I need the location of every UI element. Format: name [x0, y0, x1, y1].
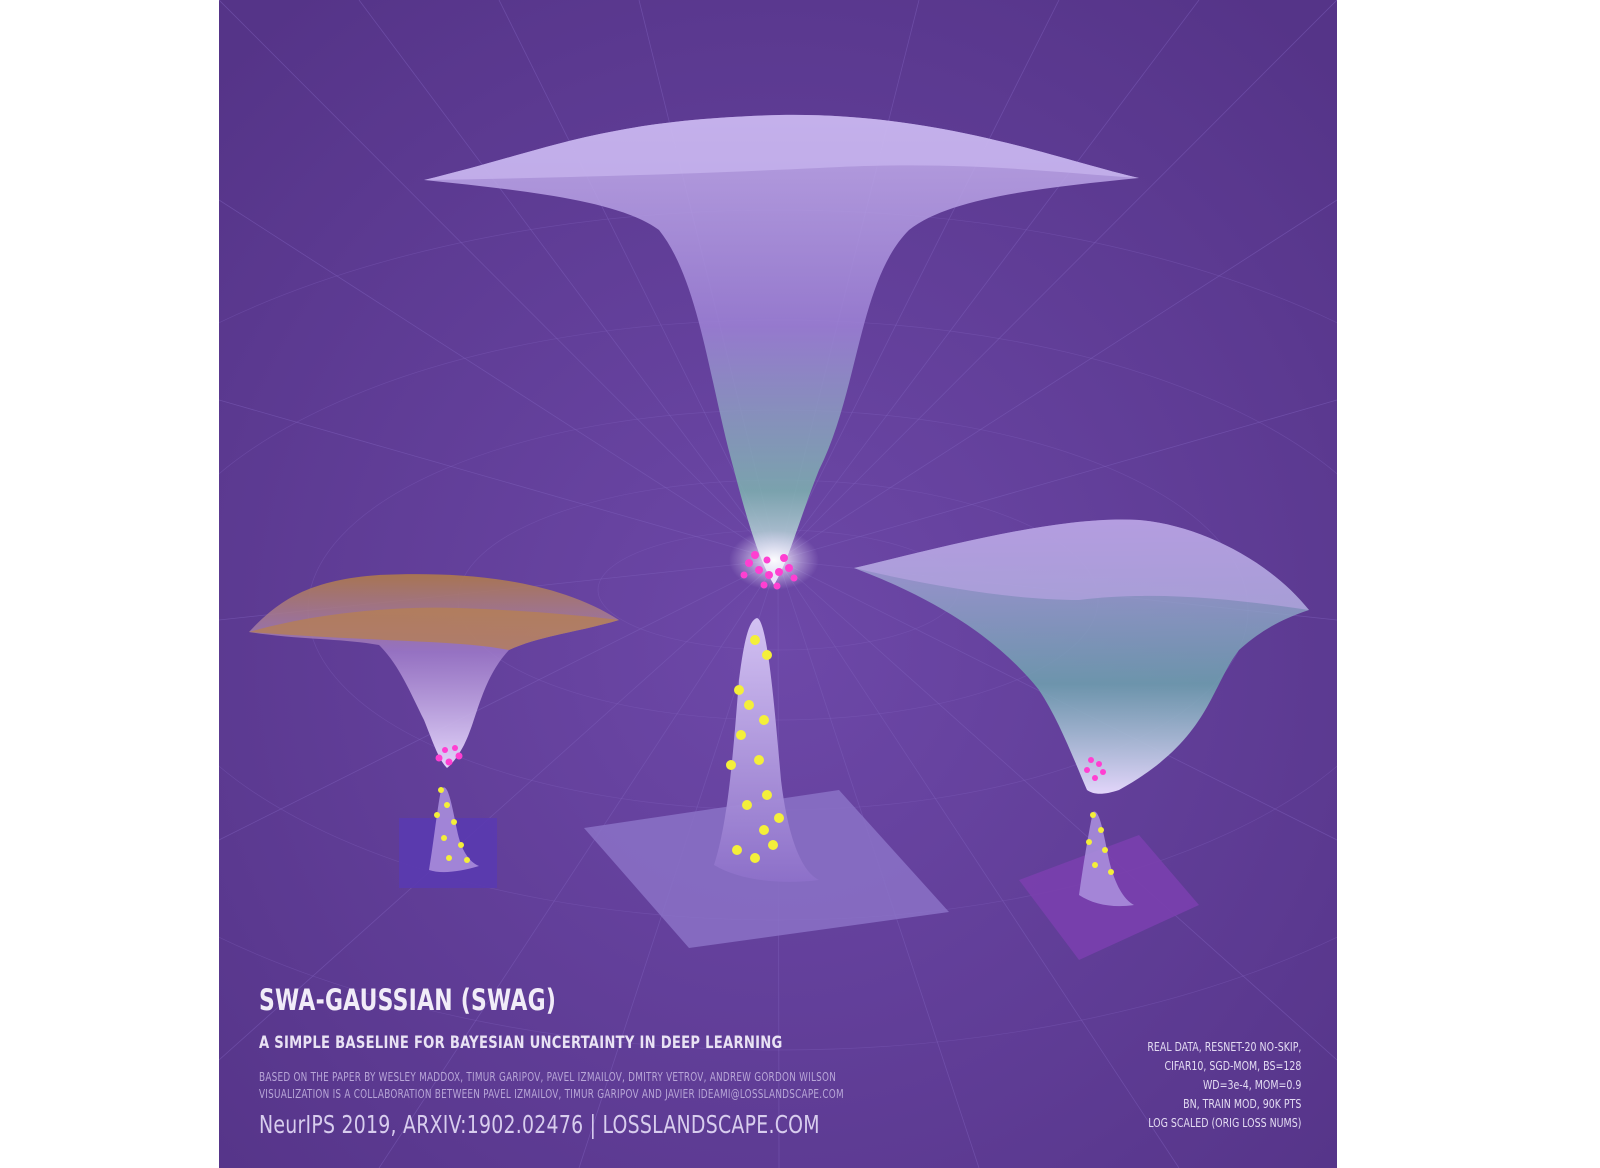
main-peak-surface [584, 618, 949, 948]
spec-line: LOG SCALED (ORIG LOSS NUMS) [1147, 1115, 1301, 1130]
poster-subtitle: A SIMPLE BASELINE FOR BAYESIAN UNCERTAIN… [259, 1033, 783, 1053]
right-funnel-sample-points [1084, 757, 1106, 781]
paper-credit: BASED ON THE PAPER BY WESLEY MADDOX, TIM… [259, 1070, 837, 1084]
poster-footer: NeurIPS 2019, ARXIV:1902.02476 | LOSSLAN… [259, 1110, 820, 1139]
peak-sample-points [726, 635, 784, 863]
right-peak-sample-points [1086, 812, 1114, 875]
swag-poster: SWA-GAUSSIAN (SWAG) A SIMPLE BASELINE FO… [219, 0, 1337, 1168]
spec-line: WD=3e-4, MOM=0.9 [1202, 1077, 1301, 1092]
spec-line: CIFAR10, SGD-MOM, BS=128 [1164, 1058, 1301, 1073]
spec-line: REAL DATA, RESNET-20 NO-SKIP, [1146, 1039, 1301, 1054]
visualization-credit: VISUALIZATION IS A COLLABORATION BETWEEN… [259, 1087, 844, 1101]
left-peak-sample-points [434, 787, 470, 863]
main-loss-funnel [424, 114, 1139, 590]
main-funnel-sample-points [740, 551, 798, 590]
experiment-specs: REAL DATA, RESNET-20 NO-SKIP, CIFAR10, S… [1118, 1037, 1301, 1132]
left-funnel-sample-points [435, 745, 463, 766]
right-loss-funnel [854, 519, 1309, 960]
poster-title: SWA-GAUSSIAN (SWAG) [259, 983, 557, 1017]
spec-line: BN, TRAIN MOD, 90K PTS [1182, 1096, 1301, 1111]
loss-landscape-artwork [219, 0, 1337, 1168]
left-loss-funnel [249, 574, 619, 888]
